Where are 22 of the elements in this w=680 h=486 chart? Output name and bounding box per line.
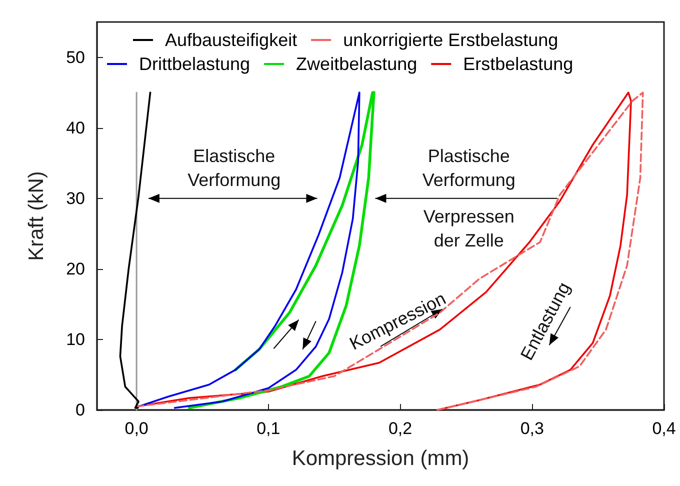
y-tick-label: 40 (66, 118, 85, 138)
x-tick-label: 0,0 (124, 419, 148, 438)
legend-label: Zweitbelastung (296, 54, 418, 74)
annotation: Verpressen der Zelle (423, 206, 514, 251)
x-tick-label: 0,1 (256, 419, 280, 438)
x-tick-label: 0,2 (388, 419, 412, 438)
line-series (119, 92, 152, 409)
x-axis-title: Kompression (mm) (292, 447, 470, 470)
legend-label: Erstbelastung (463, 54, 574, 74)
annotation: Elastische Verformung (188, 146, 281, 190)
x-tick-label: 0,3 (520, 419, 544, 438)
y-tick-label: 30 (66, 188, 85, 208)
annotation: Plastische Verformung (422, 146, 516, 190)
legend-label: Aufbausteifigkeit (165, 30, 298, 50)
y-tick-label: 10 (66, 330, 85, 349)
legend-label: unkorrigierte Erstbelastung (343, 30, 558, 50)
y-axis-title: Kraft (kN) (25, 171, 48, 261)
x-tick-label: 0,4 (652, 419, 676, 438)
y-tick-label: 20 (66, 259, 85, 278)
legend-label: Drittbelastung (139, 54, 250, 74)
y-tick-label: 50 (66, 48, 85, 67)
y-tick-label: 0 (76, 400, 85, 420)
